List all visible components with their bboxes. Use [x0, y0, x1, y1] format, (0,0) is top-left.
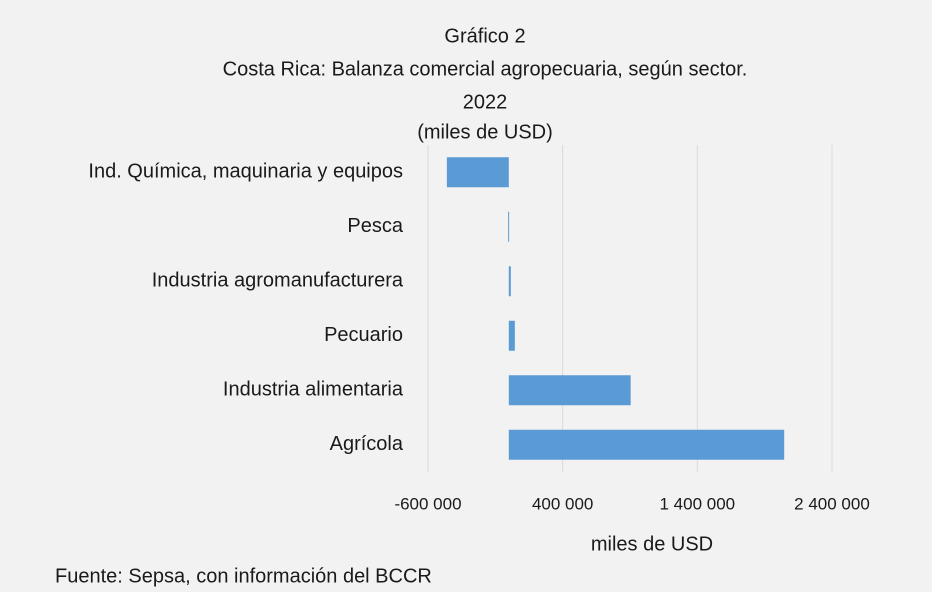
chart-title: Gráfico 2 — [444, 25, 525, 47]
x-axis-title: miles de USD — [591, 533, 713, 555]
bar — [508, 429, 785, 460]
x-tick-label: -600 000 — [394, 494, 461, 513]
y-tick-label: Pecuario — [324, 324, 403, 346]
y-tick-label: Industria agromanufacturera — [152, 270, 404, 292]
x-tick-label: 1 400 000 — [660, 494, 736, 513]
x-tick-label: 2 400 000 — [794, 494, 870, 513]
x-tick-label: 400 000 — [532, 494, 593, 513]
source-note: Fuente: Sepsa, con información del BCCR — [55, 565, 432, 587]
chart-subtitle: 2022 — [463, 91, 508, 113]
bar — [508, 211, 510, 242]
chart-subtitle: Costa Rica: Balanza comercial agropecuar… — [223, 58, 748, 80]
bar — [508, 266, 511, 297]
bar — [446, 157, 509, 188]
bar — [508, 375, 631, 406]
y-tick-label: Pesca — [347, 215, 403, 237]
chart-subtitle: (miles de USD) — [417, 121, 553, 143]
y-tick-label: Ind. Química, maquinaria y equipos — [88, 161, 403, 183]
bar — [508, 320, 515, 351]
y-tick-label: Agrícola — [330, 433, 404, 455]
y-tick-label: Industria alimentaria — [223, 379, 404, 401]
